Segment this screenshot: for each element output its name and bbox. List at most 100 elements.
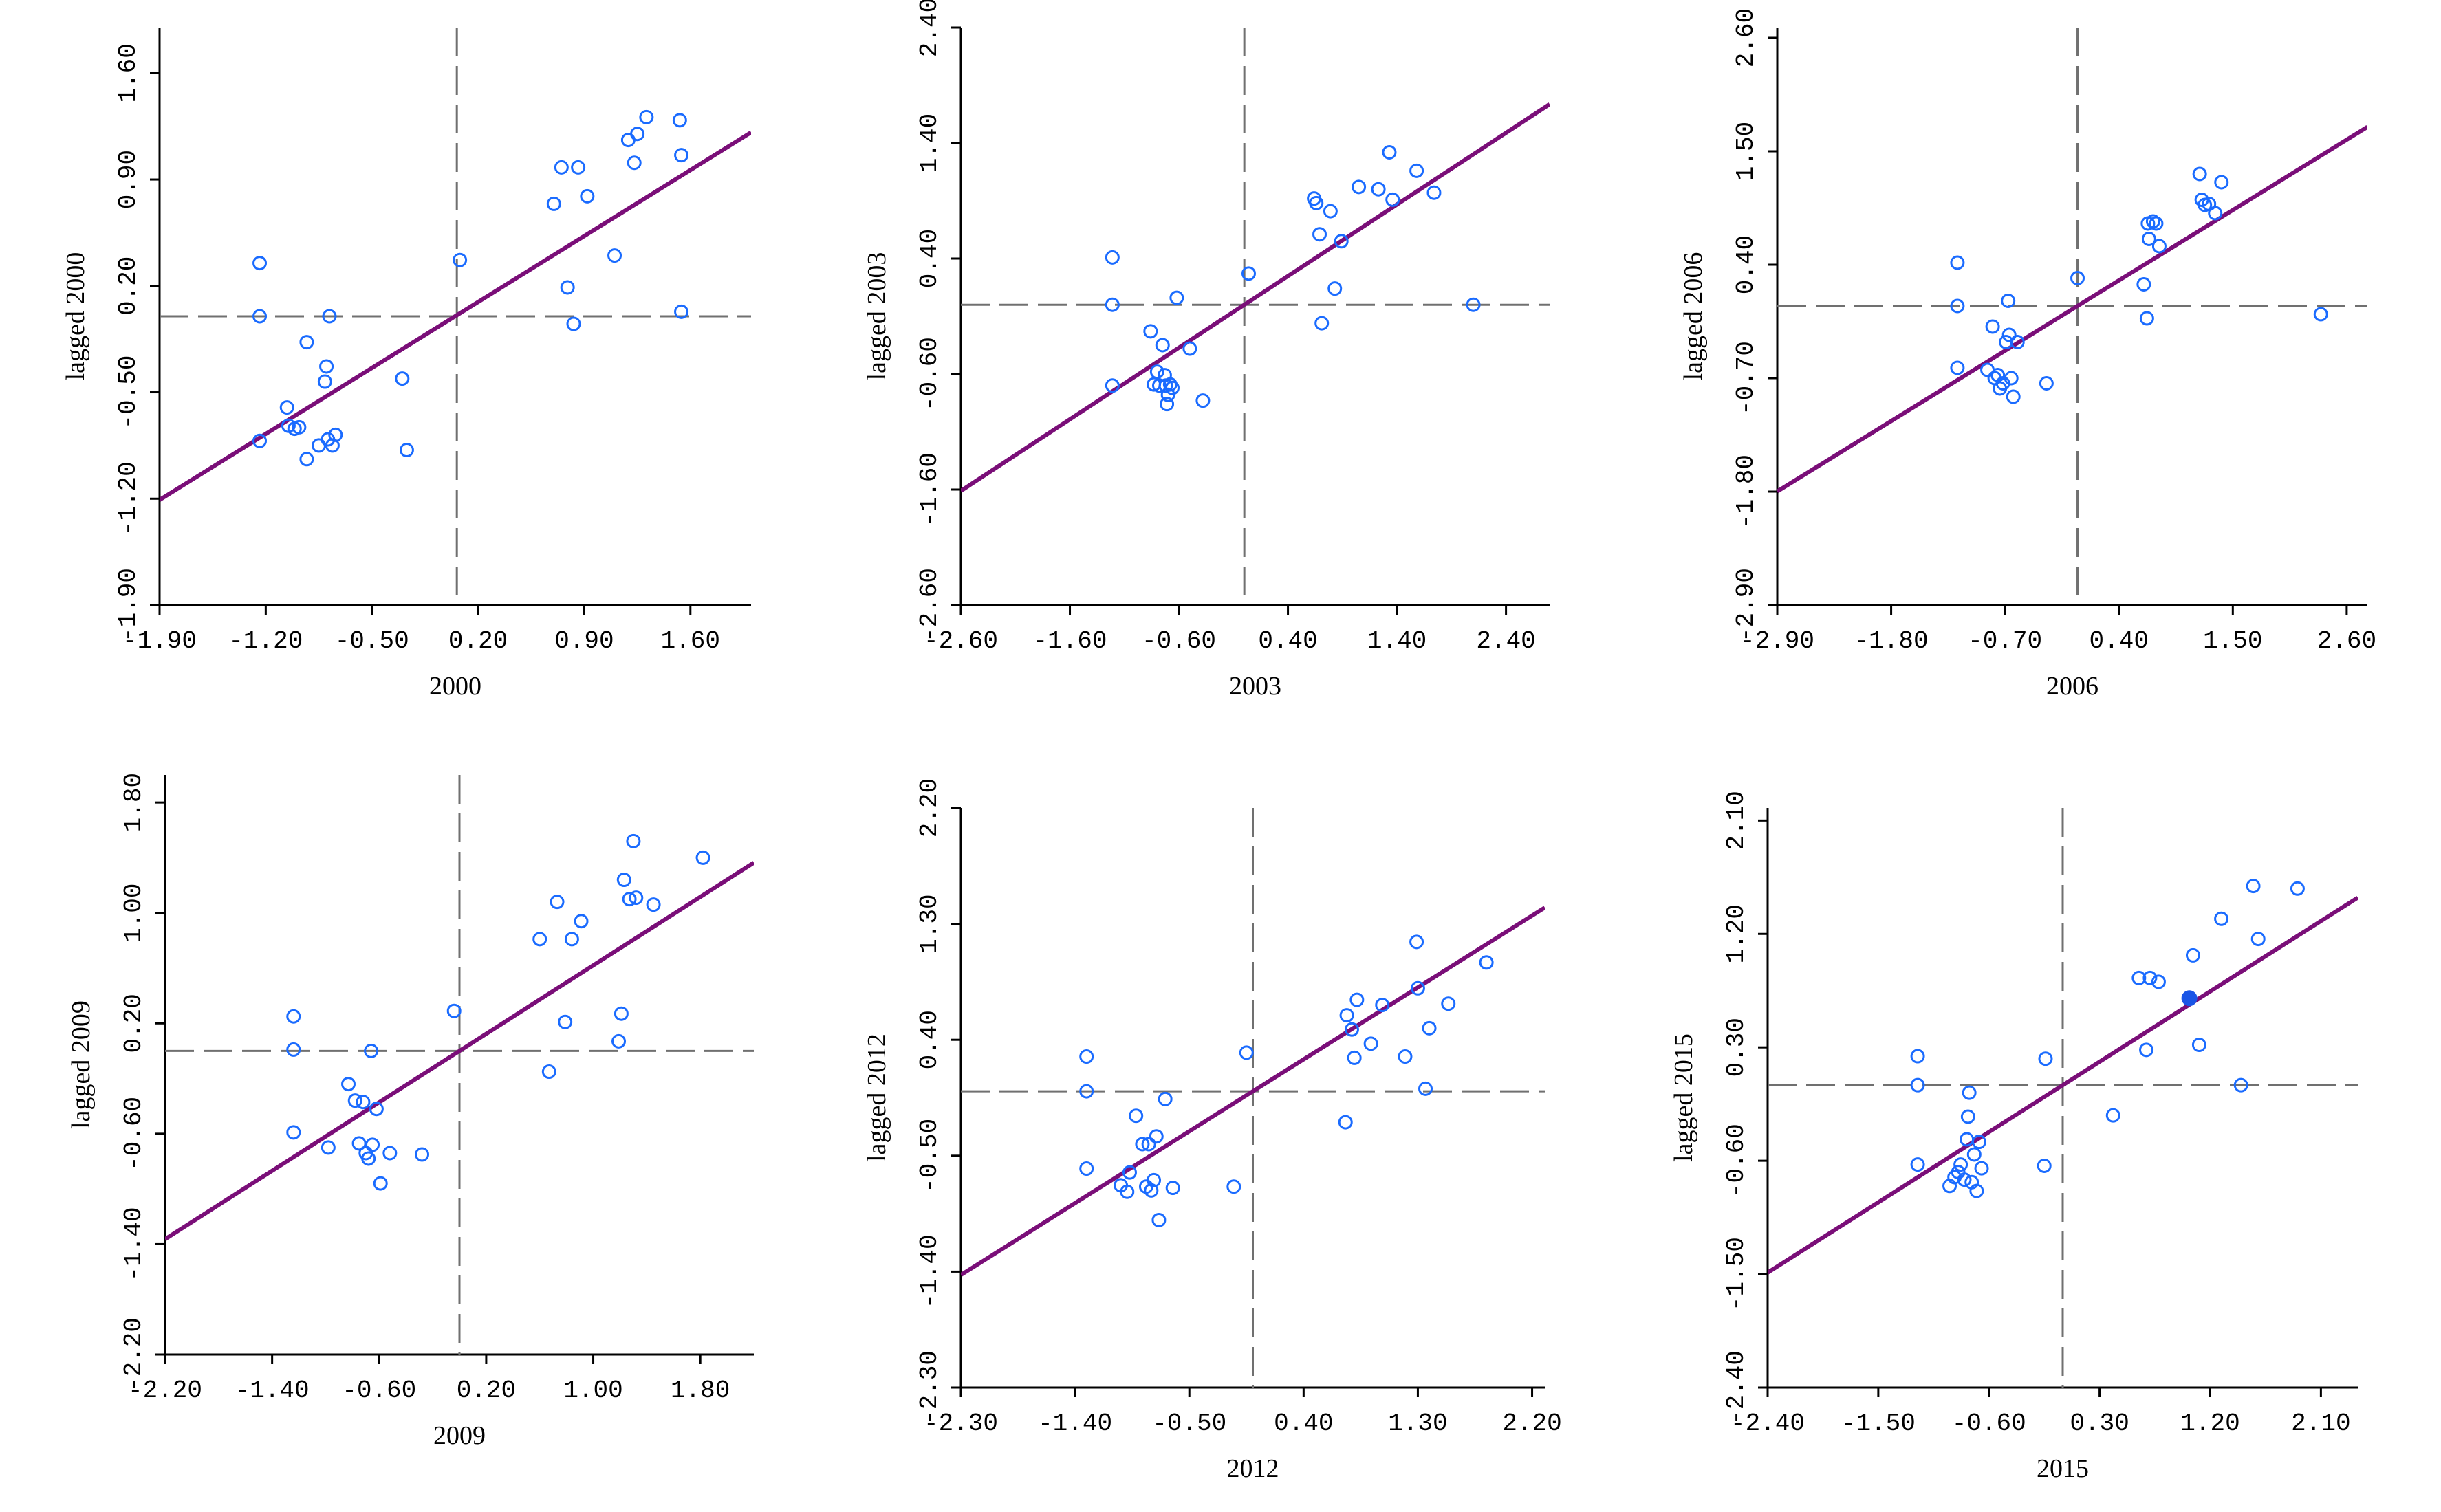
x-axis-title: 2009: [433, 1421, 486, 1450]
data-point: [252, 309, 268, 324]
data-point: [611, 1033, 627, 1049]
data-point: [1418, 1081, 1433, 1096]
data-point: [279, 400, 294, 415]
x-tick-label: -0.60: [342, 1377, 416, 1405]
data-point: [322, 309, 337, 324]
data-point: [1079, 1049, 1094, 1064]
data-point: [630, 127, 645, 142]
y-tick-label: -0.60: [915, 337, 944, 411]
data-point: [627, 155, 642, 171]
data-point: [674, 148, 689, 163]
data-point: [364, 1043, 379, 1058]
y-tick-label: -0.70: [1732, 341, 1760, 415]
data-point: [1953, 1157, 1968, 1172]
data-point: [639, 109, 654, 124]
data-point: [1398, 1049, 1413, 1064]
x-tick-label: -1.40: [235, 1377, 310, 1405]
y-tick-label: 0.40: [915, 1010, 944, 1069]
data-point: [356, 1095, 371, 1110]
data-point: [1479, 955, 1494, 970]
data-point: [2001, 327, 2017, 342]
data-point: [1957, 1172, 1972, 1187]
regression-line: [160, 130, 751, 502]
x-tick-label: -2.20: [128, 1377, 202, 1405]
y-tick-label: 0.40: [915, 229, 944, 288]
data-point: [2233, 1077, 2248, 1093]
data-point: [321, 1140, 336, 1155]
data-point: [532, 932, 547, 947]
data-point: [560, 280, 575, 295]
x-tick-label: -1.50: [1841, 1410, 1916, 1438]
data-point: [607, 248, 622, 263]
plot-area: [160, 28, 751, 605]
data-point: [399, 443, 414, 458]
y-tick-label: -0.50: [915, 1119, 944, 1193]
y-tick-label: -2.20: [120, 1317, 148, 1392]
data-point: [286, 1125, 301, 1140]
data-point: [361, 1151, 376, 1166]
y-axis-title: lagged 2000: [61, 252, 90, 381]
data-point: [2192, 166, 2207, 182]
scatter-panel-2012: -2.30 -1.40 -0.50 0.40 1.30 2.20 -2.30 -1.40 -0.…: [863, 778, 1562, 1483]
plot-area: [1768, 808, 2358, 1388]
data-point: [2141, 232, 2156, 246]
y-tick-label: -1.40: [120, 1207, 148, 1281]
x-tick-label: -1.80: [1854, 627, 1929, 655]
y-tick-label: -2.90: [1732, 568, 1760, 642]
y-tick-label: 2.20: [915, 778, 944, 837]
data-point: [646, 897, 661, 912]
data-point: [1352, 179, 1367, 195]
y-tick-label: -2.40: [1722, 1350, 1750, 1425]
data-point: [1338, 1115, 1353, 1130]
data-point: [2214, 175, 2229, 190]
x-tick-label: -1.90: [122, 627, 197, 655]
data-point: [2214, 911, 2229, 926]
data-point: [616, 873, 631, 888]
regression-line: [1777, 125, 2367, 494]
data-point: [1950, 298, 1965, 314]
y-tick-label: -0.60: [1722, 1124, 1750, 1198]
data-point: [1195, 393, 1211, 408]
data-point: [2142, 970, 2158, 985]
x-tick-label: -0.60: [1142, 627, 1216, 655]
data-point: [2208, 206, 2223, 221]
scatter-panel-2009: -2.20 -1.40 -0.60 0.20 1.00 1.80 -2.20 -1.40 -0.…: [67, 773, 754, 1450]
data-point: [1129, 1108, 1144, 1124]
data-point: [626, 833, 641, 848]
data-point: [566, 316, 581, 331]
data-point: [292, 419, 307, 435]
data-point: [1165, 1181, 1180, 1196]
data-point: [614, 1006, 629, 1021]
data-point: [328, 427, 343, 442]
data-point: [1385, 192, 1400, 207]
data-point: [1349, 992, 1365, 1007]
data-point: [1344, 1022, 1359, 1037]
data-point: [1135, 1137, 1150, 1152]
y-tick-label: 1.50: [1732, 122, 1760, 181]
x-tick-label: 0.30: [2070, 1410, 2129, 1438]
x-tick-label: 2.60: [2317, 627, 2376, 655]
data-point: [2185, 947, 2200, 963]
x-tick-label: 2.10: [2291, 1410, 2350, 1438]
data-point: [1950, 255, 1965, 270]
regression-line: [165, 861, 754, 1241]
data-point: [2037, 1158, 2052, 1173]
data-point: [1079, 1084, 1094, 1099]
x-tick-label: 1.60: [661, 627, 720, 655]
data-point: [1143, 324, 1158, 339]
data-point: [2290, 881, 2305, 896]
data-point: [1122, 1165, 1137, 1180]
y-tick-label: 2.60: [1732, 8, 1760, 67]
data-point: [1347, 1050, 1362, 1065]
scatter-panel-2000: -1.90 -1.20 -0.50 0.20 0.90 1.60 -1.90 -1.20 -0.…: [61, 28, 751, 701]
y-tick-label: -1.90: [114, 568, 142, 642]
data-point: [1339, 1008, 1354, 1023]
x-tick-label: 0.20: [457, 1377, 516, 1405]
y-tick-label: 1.00: [120, 884, 148, 943]
y-axis-title: lagged 2006: [1679, 252, 1708, 381]
data-point: [1950, 360, 1965, 375]
data-point: [1105, 250, 1120, 265]
data-point: [1375, 998, 1390, 1013]
data-point: [351, 1136, 367, 1151]
